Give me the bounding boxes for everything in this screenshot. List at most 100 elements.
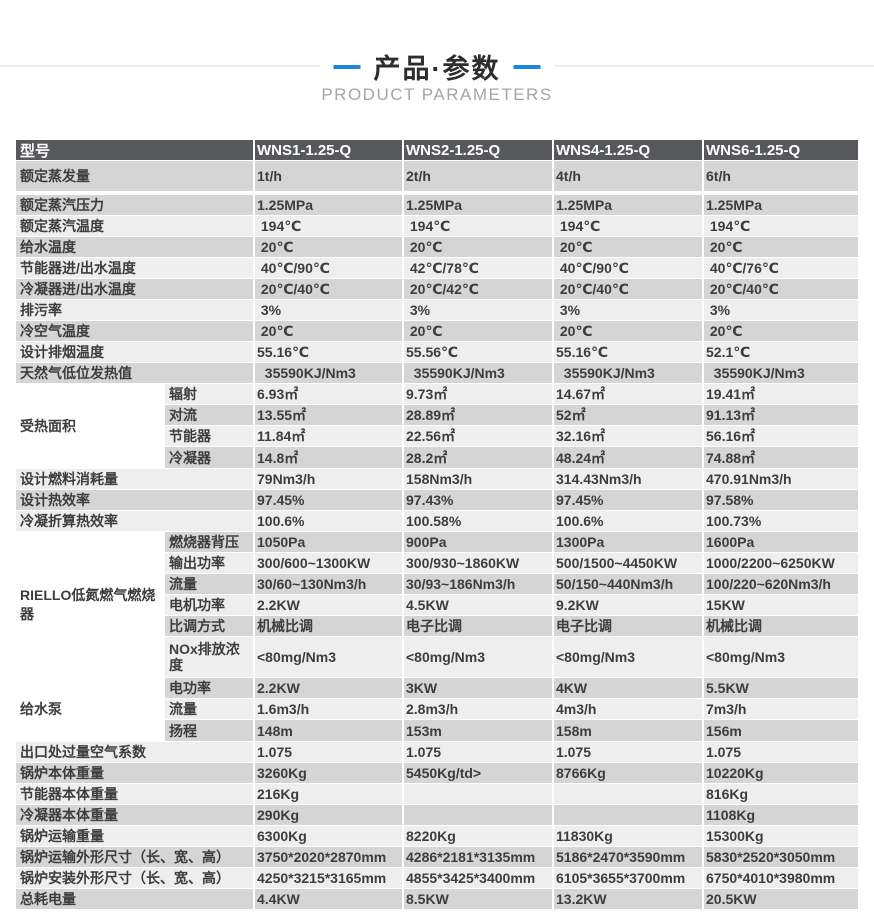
row-value: 20℃ <box>404 237 554 257</box>
row-value: 机械比调 <box>706 618 762 634</box>
row-value: 158Nm3/h <box>404 469 554 489</box>
table-row: 冷凝折算热效率 100.6% 100.58% 100.6% 100.73% <box>16 511 858 532</box>
row-value: 194℃ <box>255 216 404 236</box>
row-value: 4286*2181*3135mm <box>404 847 554 867</box>
row-value: 6750*4010*3980mm <box>706 870 836 886</box>
table-row: 给水温度 20℃ 20℃ 20℃ 20℃ <box>16 237 858 258</box>
row-value: 900Pa <box>404 532 554 552</box>
table-row: 燃烧器背压 1050Pa 900Pa 1300Pa 1600Pa <box>165 532 858 553</box>
table-row: 节能器 11.84㎡ 22.56㎡ 32.16㎡ 56.16㎡ <box>165 426 858 447</box>
row-value: 314.43Nm3/h <box>554 469 704 489</box>
row-value: 6.93㎡ <box>255 384 404 404</box>
row-value: 32.16㎡ <box>554 426 704 446</box>
row-value: 3260Kg <box>255 763 404 783</box>
table-row: 出口处过量空气系数 1.075 1.075 1.075 1.075 <box>16 742 858 763</box>
sub-label: 比调方式 <box>165 616 255 636</box>
row-value: 20℃ <box>255 321 404 341</box>
row-value: 1.25MPa <box>706 197 763 213</box>
row-value: <80mg/Nm3 <box>554 637 704 677</box>
row-value: 14.67㎡ <box>554 384 704 404</box>
row-value: 3KW <box>404 678 554 698</box>
row-label: 设计排烟温度 <box>16 342 255 362</box>
row-label: 节能器本体重量 <box>16 784 255 804</box>
row-value: 9.73㎡ <box>404 384 554 404</box>
table-row: 设计燃料消耗量 79Nm3/h 158Nm3/h 314.43Nm3/h 470.91N… <box>16 469 858 490</box>
table-row: 冷凝器进/出水温度 20℃/40℃ 20℃/42℃ 20℃/40℃ 20℃/40… <box>16 279 858 300</box>
sub-label: 流量 <box>165 574 255 594</box>
row-value: 35590KJ/Nm3 <box>706 365 805 381</box>
row-value: 11830Kg <box>554 826 704 846</box>
table-header-row: 型号 WNS1-1.25-Q WNS2-1.25-Q WNS4-1.25-Q WNS6-… <box>16 140 858 161</box>
row-value: 40℃/90℃ <box>255 258 404 278</box>
row-value <box>404 784 554 804</box>
page-subtitle: PRODUCT PARAMETERS <box>321 85 553 104</box>
row-value: 13.55㎡ <box>255 405 404 425</box>
row-value: 1.25MPa <box>554 195 704 215</box>
row-value: 1108Kg <box>706 807 756 823</box>
table-row: 扬程 148m 153m 158m 156m <box>165 720 858 741</box>
table-row: 节能器本体重量 216Kg 816Kg <box>16 784 858 805</box>
row-value: 1.25MPa <box>255 195 404 215</box>
row-value: 3% <box>255 300 404 320</box>
table-row: 流量 30/60~130Nm3/h 30/93~186Nm3/h 50/150~440… <box>165 574 858 595</box>
row-value: 19.41㎡ <box>706 386 756 402</box>
row-value: 500/1500~4450KW <box>554 553 704 573</box>
table-group: 给水泵 电功率 2.2KW 3KW 4KW 5.5KW 流量 1.6m3/h 2.8m3/h 4m… <box>16 678 858 742</box>
table-row: 总耗电量 4.4KW 8.5KW 13.2KW 20.5KW <box>16 889 858 910</box>
table-row: 冷凝器本体重量 290Kg 1108Kg <box>16 805 858 826</box>
row-value: 2.2KW <box>255 678 404 698</box>
table-group: RIELLO低氮燃气燃烧器 燃烧器背压 1050Pa 900Pa 1300Pa 1600P… <box>16 532 858 678</box>
sub-label: 电机功率 <box>165 595 255 615</box>
row-value: 7m3/h <box>706 701 747 717</box>
sub-label: 流量 <box>165 699 255 719</box>
section-header: 产品·参数 PRODUCT PARAMETERS <box>0 0 874 140</box>
row-value: 300/930~1860KW <box>404 553 554 573</box>
row-value: 20℃ <box>255 237 404 257</box>
row-value: 20℃ <box>554 237 704 257</box>
row-value: 1.075 <box>255 742 404 762</box>
table-row: 锅炉运输外形尺寸（长、宽、高） 3750*2020*2870mm 4286*2181… <box>16 847 858 868</box>
row-value: 1000/2200~6250KW <box>706 555 835 571</box>
row-value: <80mg/Nm3 <box>255 637 404 677</box>
row-value: 1600Pa <box>706 534 755 550</box>
row-value: 148m <box>255 720 404 741</box>
row-label: 总耗电量 <box>16 889 255 909</box>
group-rows: 电功率 2.2KW 3KW 4KW 5.5KW 流量 1.6m3/h 2.8m3/h 4m3/h… <box>165 678 858 741</box>
row-value: 153m <box>404 720 554 741</box>
row-value: 8.5KW <box>404 889 554 909</box>
row-value: 22.56㎡ <box>404 426 554 446</box>
table-row: 额定蒸发量 1t/h 2t/h 4t/h 6t/h <box>16 161 858 195</box>
row-value: 1300Pa <box>554 532 704 552</box>
row-value: 20℃ <box>706 322 743 339</box>
row-value: <80mg/Nm3 <box>404 637 554 677</box>
row-value: 55.16℃ <box>554 342 704 362</box>
group-label: RIELLO低氮燃气燃烧器 <box>16 532 165 677</box>
row-value: 4m3/h <box>554 699 704 719</box>
row-value: 194℃ <box>706 217 751 234</box>
table-row: 电功率 2.2KW 3KW 4KW 5.5KW <box>165 678 858 699</box>
row-value: 35590KJ/Nm3 <box>554 363 704 383</box>
row-value: 52㎡ <box>554 405 704 425</box>
row-value <box>404 805 554 825</box>
table-row: 设计排烟温度 55.16℃ 55.56℃ 55.16℃ 52.1℃ <box>16 342 858 363</box>
sub-label: 辐射 <box>165 384 255 404</box>
row-value: 4t/h <box>554 161 704 191</box>
table-row: 冷空气温度 20℃ 20℃ 20℃ 20℃ <box>16 321 858 342</box>
row-value: 290Kg <box>255 805 404 825</box>
row-value: 100.58% <box>404 511 554 531</box>
row-value: 20℃ <box>554 321 704 341</box>
row-label: 节能器进/出水温度 <box>16 258 255 278</box>
row-value: 5.5KW <box>706 680 749 696</box>
group-rows: 燃烧器背压 1050Pa 900Pa 1300Pa 1600Pa 输出功率 300/600~… <box>165 532 858 677</box>
row-value: 1.25MPa <box>404 195 554 215</box>
table-row: 电机功率 2.2KW 4.5KW 9.2KW 15KW <box>165 595 858 616</box>
group-label: 受热面积 <box>16 384 165 468</box>
row-value: 20℃ <box>706 238 743 255</box>
row-value: 30/60~130Nm3/h <box>255 574 404 594</box>
sub-label: 冷凝器 <box>165 447 255 468</box>
row-value: 79Nm3/h <box>255 469 404 489</box>
group-rows: 辐射 6.93㎡ 9.73㎡ 14.67㎡ 19.41㎡ 对流 13.55㎡ 28.89㎡ 52… <box>165 384 858 468</box>
row-value: 8766Kg <box>554 763 704 783</box>
sub-label: 燃烧器背压 <box>165 532 255 552</box>
table-row: 排污率 3% 3% 3% 3% <box>16 300 858 321</box>
